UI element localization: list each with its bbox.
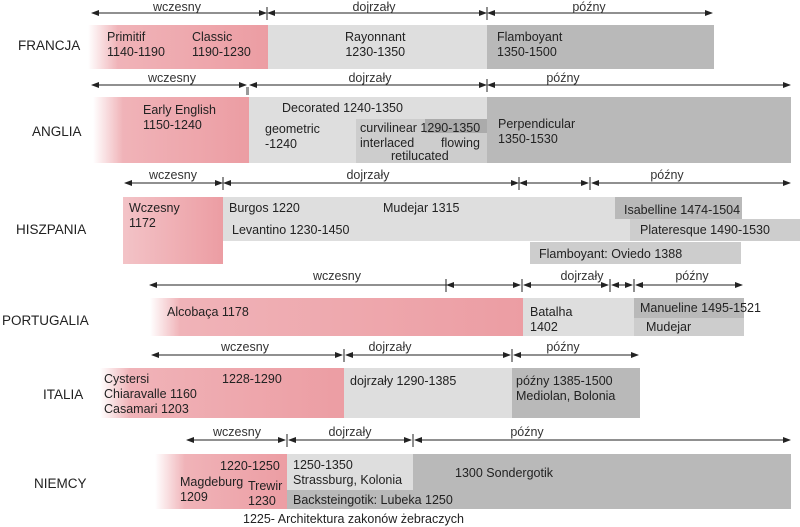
hiszpania-burgos: Burgos 1220 [229, 201, 300, 215]
niemcy-years-1220: 1220-1250 [220, 459, 280, 473]
niemcy-phase-late: późny [510, 425, 544, 439]
hiszpania-levantino: Levantino 1230-1450 [232, 223, 350, 237]
italia-dojrzaly: dojrzały 1290-1385 [350, 374, 457, 388]
hiszpania-isabelline-bar [615, 197, 742, 219]
portugalia-manueline-bar [634, 298, 744, 318]
francja-flamboyant: Flamboyant 1350-1500 [497, 30, 563, 59]
anglia-geometric: geometric -1240 [265, 122, 320, 151]
country-italia: ITALIA [43, 387, 84, 402]
anglia-flowing: flowing [441, 136, 480, 150]
hiszpania-phase-late: późny [650, 168, 684, 182]
hiszpania-phase-mature: dojrzały [346, 168, 390, 182]
niemcy-backsteingotik: Backsteingotik: Lubeka 1250 [293, 493, 453, 507]
niemcy-phase-mature: dojrzały [328, 425, 372, 439]
hiszpania-flamboyant-bar [530, 242, 741, 264]
country-francja: FRANCJA [18, 38, 81, 53]
niemcy-sondergotik: 1300 Sondergotik [455, 466, 553, 480]
niemcy-trewir: Trewir 1230 [248, 479, 283, 508]
anglia-reticulated: retilucated [391, 149, 449, 163]
anglia-curvilinear: curvilinear 1290-1350 [360, 121, 481, 135]
francja-phase-late: późny [572, 0, 606, 14]
hiszpania-burgos-bar [223, 197, 615, 219]
francja-classic: Classic 1190-1230 [192, 30, 251, 59]
footnote: 1225- Architektura zakonów żebraczych [243, 512, 464, 526]
italia-late-bar [512, 368, 640, 418]
hiszpania-plateresque: Plateresque 1490-1530 [640, 223, 770, 237]
anglia-late-bar [487, 97, 791, 163]
francja-primitif: Primitif 1140-1190 [107, 30, 165, 59]
francja-phase-early: wczesny [153, 0, 201, 14]
niemcy-magdeburg: Magdeburg 1209 [180, 475, 244, 504]
portugalia-phase-early: wczesny [313, 269, 361, 283]
hiszpania-early-bar [123, 197, 223, 264]
niemcy-phase-early: wczesny [213, 425, 261, 439]
italia-cystersi: Cystersi Chiaravalle 1160 Casamari 1203 [104, 372, 197, 416]
francja-late-bar [487, 25, 714, 69]
portugalia-alcobaca: Alcobaça 1178 [167, 305, 249, 319]
anglia-phase-early: wczesny [148, 71, 196, 85]
francja-phase-mature: dojrzały [352, 0, 396, 14]
portugalia-mudejar-bar [634, 318, 744, 336]
country-portugalia: PORTUGALIA [2, 313, 89, 328]
hiszpania-phase-early: wczesny [149, 168, 197, 182]
italia-phase-late: późny [546, 340, 580, 354]
italia-phase-early: wczesny [221, 340, 269, 354]
niemcy-mature-bar [287, 454, 413, 490]
hiszpania-mudejar: Mudejar 1315 [383, 201, 460, 215]
anglia-decorated: Decorated 1240-1350 [282, 101, 403, 115]
italia-phase-mature: dojrzały [368, 340, 412, 354]
portugalia-manueline: Manueline 1495-1521 [640, 301, 761, 315]
italia-pozny: późny 1385-1500 Mediolan, Bolonia [516, 374, 616, 403]
italia-early-bar [100, 368, 344, 418]
niemcy-strassburg: 1250-1350 Strassburg, Kolonia [293, 458, 403, 487]
niemcy-early-bar [155, 454, 287, 509]
anglia-interlaced: interlaced [360, 136, 415, 150]
niemcy-backsteingotik-bar [287, 490, 791, 509]
portugalia-batalha: Batalha 1402 [530, 305, 573, 334]
portugalia-phase-late: późny [675, 269, 709, 283]
country-anglia: ANGLIA [32, 124, 82, 139]
portugalia-mudejar: Mudejar [646, 320, 692, 334]
niemcy-late-bar [413, 454, 791, 490]
anglia-early-bar [93, 97, 249, 163]
country-niemcy: NIEMCY [34, 476, 87, 491]
anglia-early-english: Early English 1150-1240 [143, 103, 216, 132]
country-hiszpania: HISZPANIA [16, 222, 87, 237]
portugalia-phase-mature: dojrzały [560, 269, 604, 283]
francja-mature-bar [268, 25, 488, 69]
hiszpania-levantino-bar [223, 219, 630, 241]
portugalia-early-bar [150, 298, 523, 336]
hiszpania-flamboyant: Flamboyant: Oviedo 1388 [539, 247, 683, 261]
hiszpania-isabelline: Isabelline 1474-1504 [624, 203, 741, 217]
francja-early-bar [88, 25, 268, 69]
italia-early-years: 1228-1290 [222, 372, 282, 386]
hiszpania-plateresque-bar [630, 219, 800, 241]
anglia-phase-late: późny [546, 71, 580, 85]
anglia-perpendicular: Perpendicular 1350-1530 [498, 117, 576, 146]
italia-mature-bar [344, 368, 512, 418]
hiszpania-wczesny: Wczesny 1172 [129, 201, 180, 230]
portugalia-mature-bar [523, 298, 634, 336]
anglia-phase-mature: dojrzały [348, 71, 392, 85]
francja-rayonnant: Rayonnant 1230-1350 [345, 30, 406, 59]
